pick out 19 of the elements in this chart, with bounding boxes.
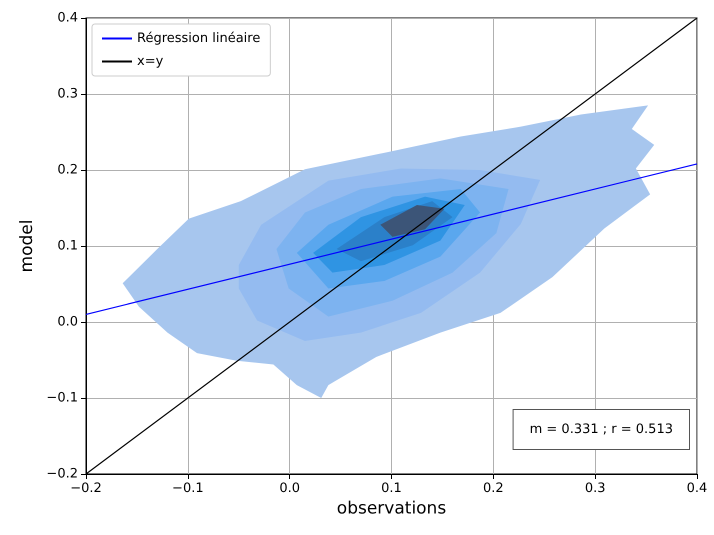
x-tick-label: −0.2 <box>70 481 102 496</box>
y-tick-label: −0.2 <box>46 466 78 482</box>
annotation: m = 0.331 ; r = 0.513 <box>530 422 674 437</box>
x-axis-title: observations <box>336 498 446 518</box>
x-tick-label: 0.2 <box>482 481 504 496</box>
y-tick-label: 0.1 <box>57 238 78 254</box>
x-tick-label: 0.1 <box>381 481 402 496</box>
y-tick-label: 0.4 <box>57 10 78 26</box>
y-tick-label: 0.0 <box>57 314 78 330</box>
x-tick-label: −0.1 <box>172 481 204 496</box>
y-tick-label: −0.1 <box>46 390 78 406</box>
y-tick-label: 0.2 <box>57 162 78 178</box>
x-tick-label: 0.4 <box>686 481 708 496</box>
x-tick-label: 0.3 <box>584 481 606 496</box>
x-tick-label: 0.0 <box>279 481 300 496</box>
y-axis-title: model <box>17 220 38 272</box>
y-tick-label: 0.3 <box>57 86 78 102</box>
legend-label: x=y <box>137 54 164 69</box>
legend-label: Régression linéaire <box>137 31 260 46</box>
